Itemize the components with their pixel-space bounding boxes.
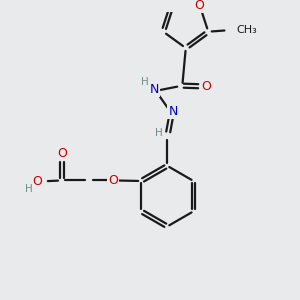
Text: O: O — [57, 147, 67, 160]
Text: O: O — [32, 175, 42, 188]
Text: N: N — [168, 104, 178, 118]
Text: O: O — [201, 80, 211, 93]
Text: H: H — [155, 128, 163, 138]
Text: N: N — [150, 83, 159, 96]
Text: O: O — [195, 0, 205, 12]
Text: O: O — [108, 174, 118, 187]
Text: H: H — [25, 184, 32, 194]
Text: CH₃: CH₃ — [236, 25, 257, 35]
Text: H: H — [141, 77, 149, 87]
